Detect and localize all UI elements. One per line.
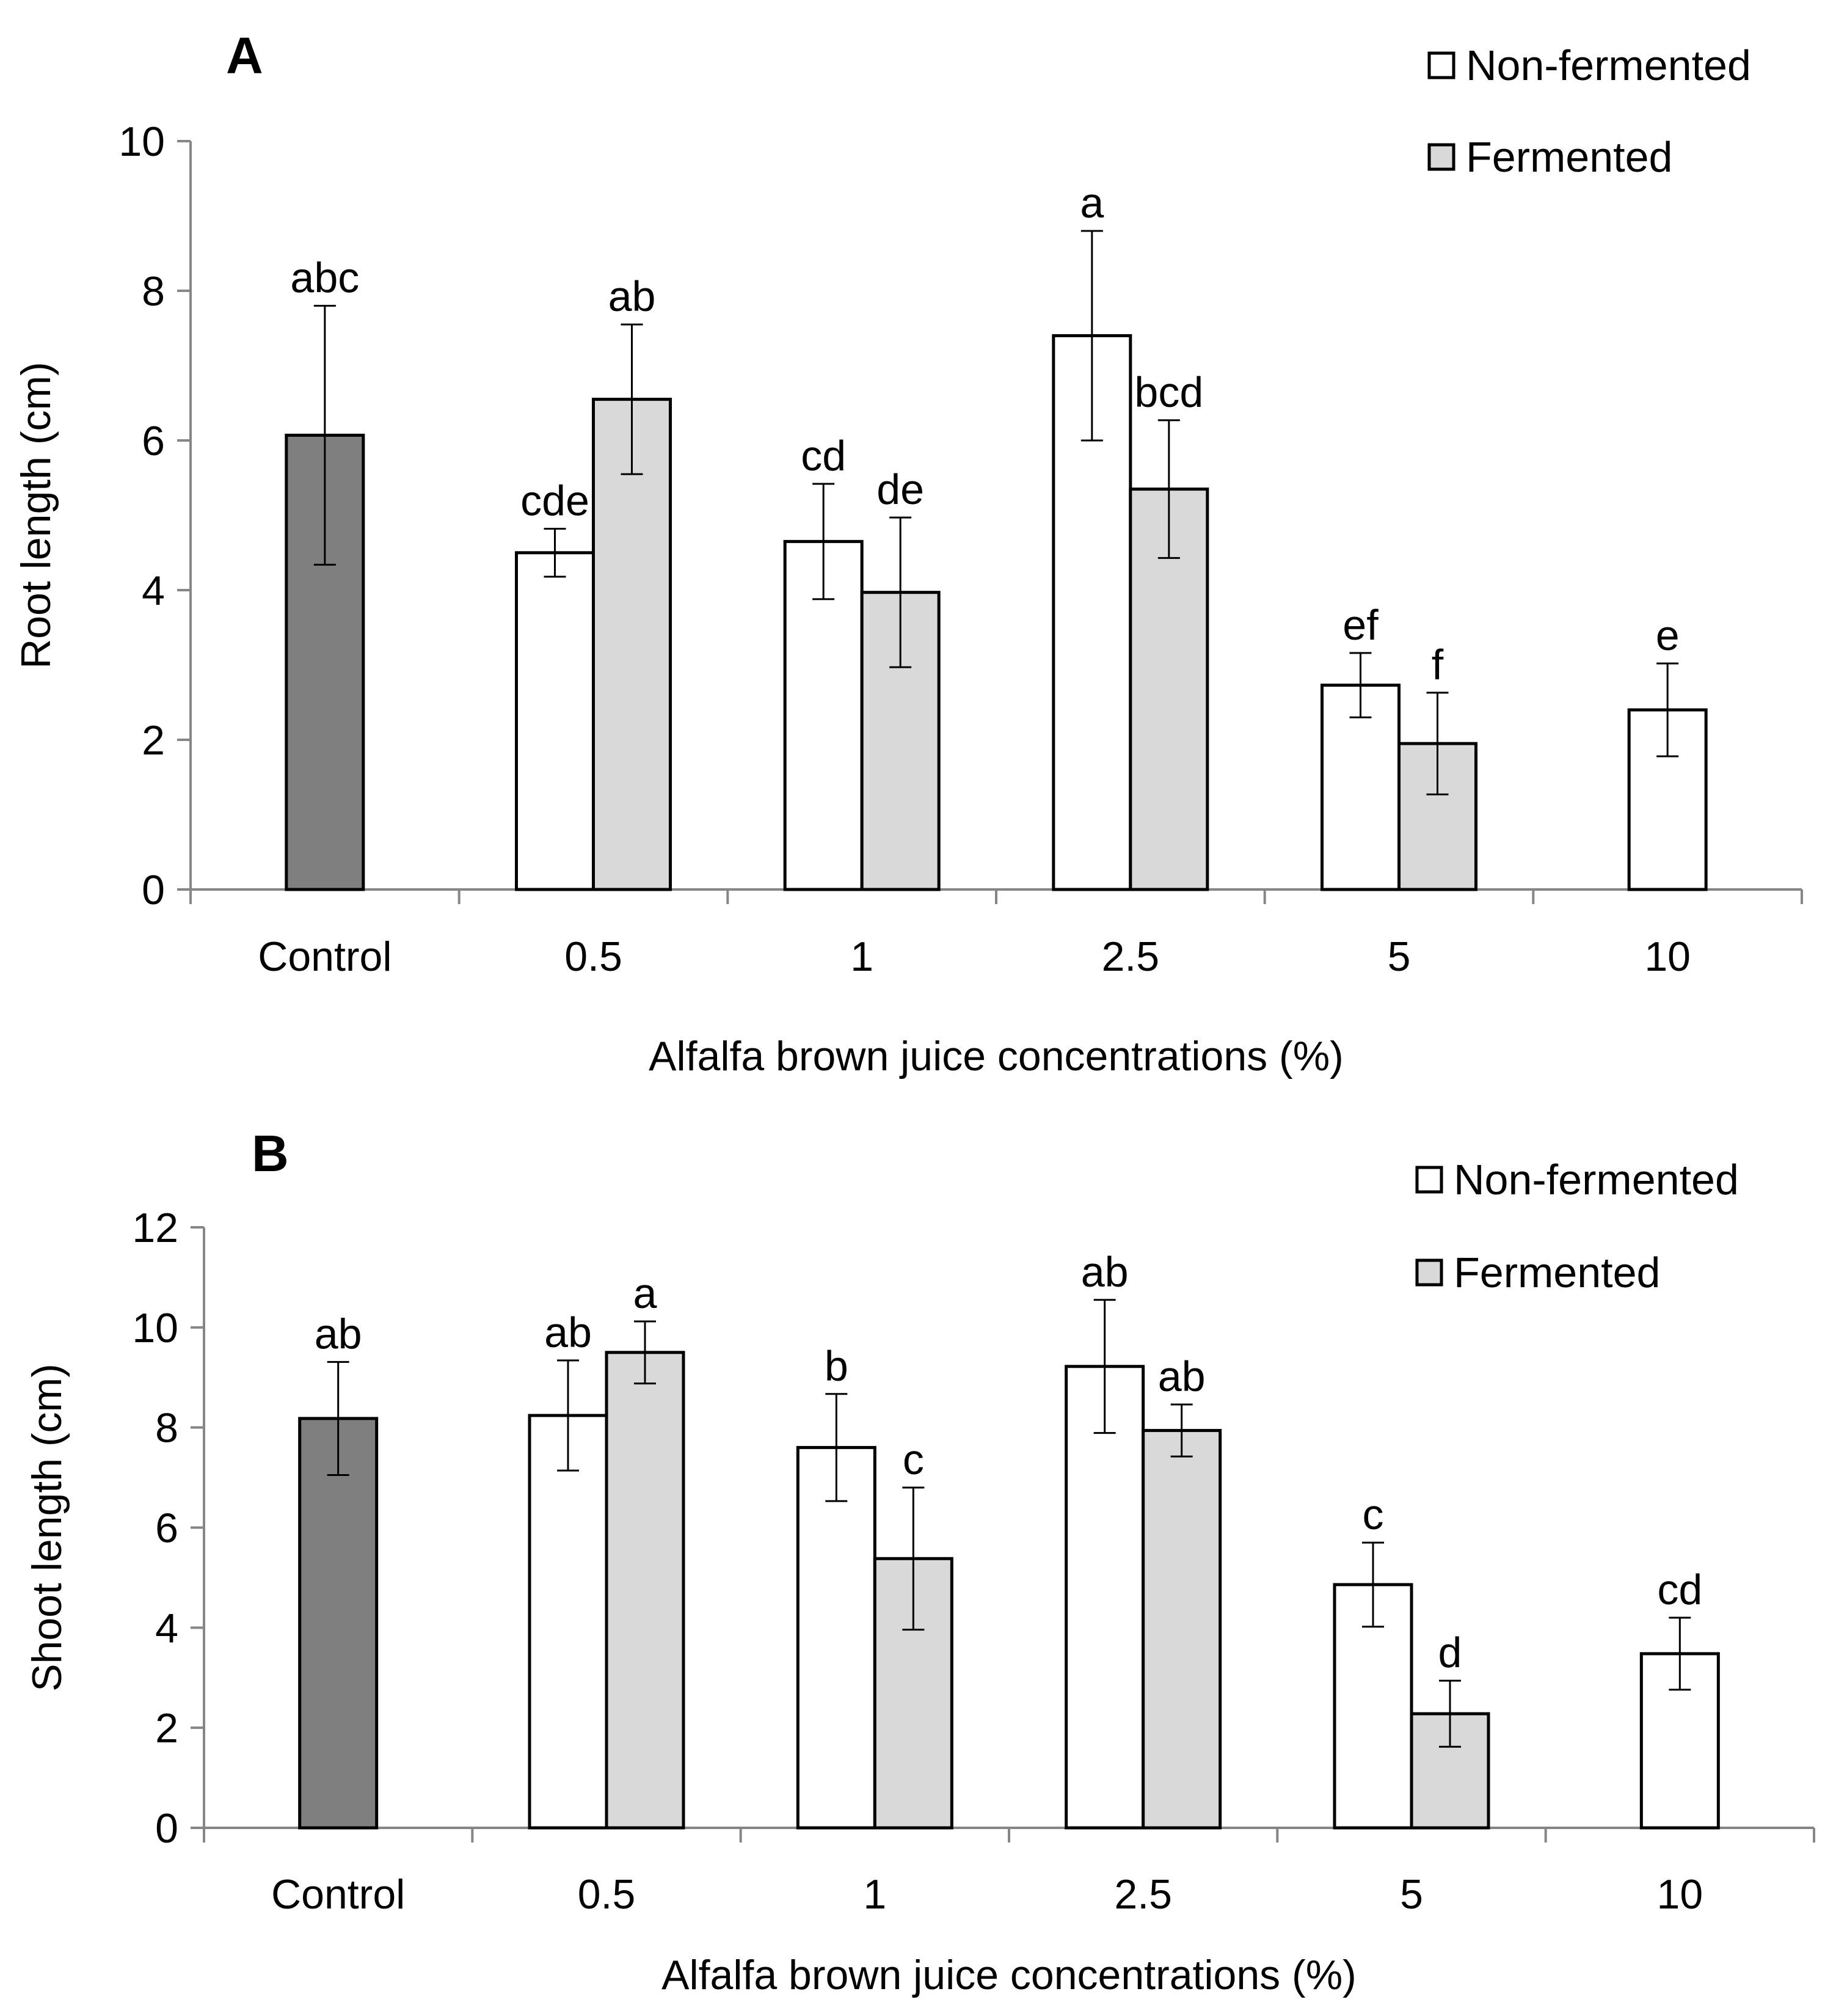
fermented-bar [605, 1351, 685, 1830]
significance-letter: b [825, 1342, 848, 1390]
legend-swatch-non-fermented [1415, 1166, 1443, 1194]
significance-letter: ef [1342, 601, 1379, 649]
significance-letter: f [1432, 641, 1444, 688]
fermented-bar [1142, 1429, 1222, 1830]
x-category-label: 1 [863, 1871, 886, 1918]
significance-letter: a [1080, 179, 1104, 227]
legend-label: Non-fermented [1466, 42, 1751, 89]
x-category-label: 1 [850, 933, 873, 980]
legend-swatch-fermented [1427, 143, 1455, 171]
fermented-bar [1129, 488, 1209, 891]
y-tick-label: 0 [155, 1805, 178, 1852]
y-tick-label: 10 [132, 1305, 178, 1351]
y-axis-title: Shoot length (cm) [24, 1364, 70, 1692]
significance-letter: ab [544, 1309, 592, 1356]
x-category-label: 0.5 [564, 933, 622, 980]
legend-swatch-fermented [1415, 1258, 1443, 1287]
significance-letter: ab [608, 272, 656, 320]
y-tick-label: 2 [142, 717, 165, 764]
significance-letter: de [876, 466, 924, 513]
y-tick-label: 10 [118, 119, 165, 165]
significance-letter: c [1363, 1491, 1384, 1538]
panel-b-chart: B 0 2 4 6 8 10 12 Control 0.5 1 2.5 5 10 Alfalfa brown… [24, 1125, 1815, 1998]
x-category-label: 2.5 [1102, 933, 1160, 980]
legend-label: Fermented [1454, 1249, 1660, 1296]
y-tick-label: 6 [155, 1505, 178, 1552]
panel-a-chart: A 0 2 4 6 8 10 Control 0.5 1 2.5 5 10 Alfalfa brown j… [13, 27, 1803, 1079]
significance-letter: ab [1158, 1353, 1206, 1400]
x-category-label: 2.5 [1114, 1871, 1172, 1918]
y-tick-label: 0 [142, 867, 165, 913]
significance-letter: cd [801, 432, 846, 480]
significance-letter: d [1438, 1629, 1462, 1676]
x-axis-title: Alfalfa brown juice concentrations (%) [649, 1033, 1344, 1079]
significance-letter: cd [1657, 1566, 1702, 1613]
y-tick-label: 2 [155, 1705, 178, 1751]
x-category-label: 5 [1388, 933, 1411, 980]
significance-letter: abc [290, 254, 359, 302]
y-tick-label: 8 [155, 1405, 178, 1452]
panel-label: A [226, 27, 263, 84]
y-axis-title: Root length (cm) [13, 362, 59, 669]
non-fermented-bar [1065, 1365, 1145, 1830]
y-tick-label: 12 [132, 1205, 178, 1251]
significance-letter: cde [520, 477, 589, 525]
significance-letter: a [633, 1269, 657, 1317]
legend-label: Non-fermented [1454, 1156, 1739, 1203]
control-bar [298, 1417, 379, 1830]
legend-swatch-non-fermented [1427, 51, 1455, 79]
panel-label: B [252, 1125, 289, 1182]
non-fermented-bar [515, 551, 595, 891]
x-category-label: 0.5 [578, 1871, 636, 1918]
x-category-label: 10 [1644, 933, 1691, 980]
significance-letter: bcd [1134, 368, 1203, 416]
x-category-label: Control [271, 1871, 405, 1918]
y-tick-label: 4 [155, 1605, 178, 1651]
y-tick-label: 6 [142, 418, 165, 464]
non-fermented-bar [528, 1414, 608, 1830]
significance-letter: ab [1081, 1248, 1129, 1296]
non-fermented-bar [1321, 684, 1401, 891]
x-axis-title: Alfalfa brown juice concentrations (%) [661, 1952, 1357, 1998]
significance-letter: c [903, 1436, 924, 1483]
significance-letter: e [1656, 612, 1680, 659]
y-tick-label: 8 [142, 268, 165, 315]
x-category-label: 5 [1400, 1871, 1423, 1918]
y-tick-label: 4 [142, 568, 165, 614]
x-category-label: 10 [1657, 1871, 1703, 1918]
x-category-label: Control [258, 933, 392, 980]
legend-label: Fermented [1466, 133, 1672, 181]
fermented-bar [592, 398, 672, 891]
significance-letter: ab [315, 1310, 362, 1357]
non-fermented-bar [796, 1445, 876, 1830]
